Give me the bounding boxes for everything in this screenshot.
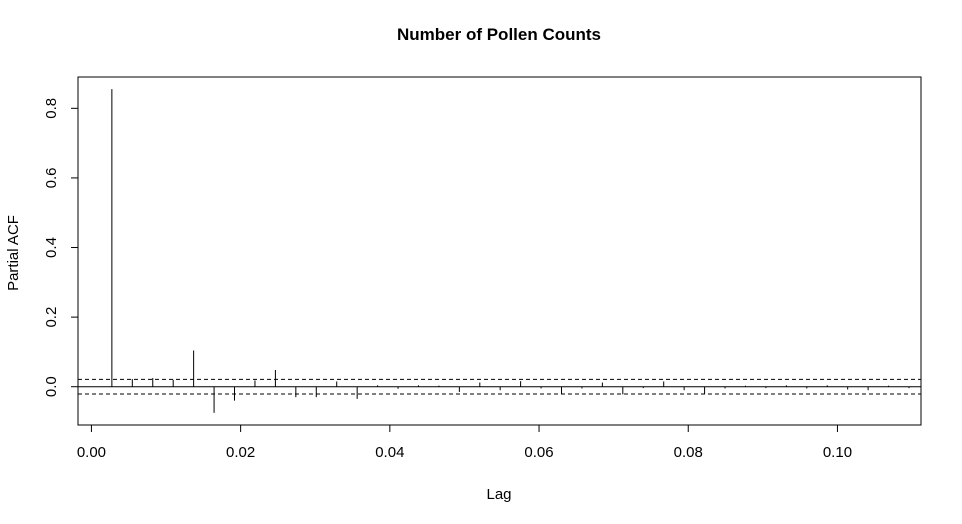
y-tick-label: 0.4 <box>43 237 60 258</box>
y-tick-label: 0.6 <box>43 167 60 188</box>
chart-marks: 0.00 0.02 0.04 0.06 0.08 0.10 0.0 0.2 0.4 0.6 0.8 <box>43 89 921 461</box>
y-tick-label: 0.0 <box>43 376 60 397</box>
x-tick-label: 0.10 <box>823 444 852 461</box>
y-tick-label: 0.2 <box>43 307 60 328</box>
x-tick-label: 0.04 <box>375 444 404 461</box>
x-tick-label: 0.06 <box>524 444 553 461</box>
x-tick-label: 0.08 <box>674 444 703 461</box>
y-tick-label: 0.8 <box>43 98 60 119</box>
x-tick-label: 0.02 <box>226 444 255 461</box>
plot-frame <box>77 76 922 426</box>
chart-title: Number of Pollen Counts <box>397 25 601 44</box>
x-tick-label: 0.00 <box>77 444 106 461</box>
y-axis-label: Partial ACF <box>5 215 22 291</box>
x-axis-label: Lag <box>486 486 511 503</box>
